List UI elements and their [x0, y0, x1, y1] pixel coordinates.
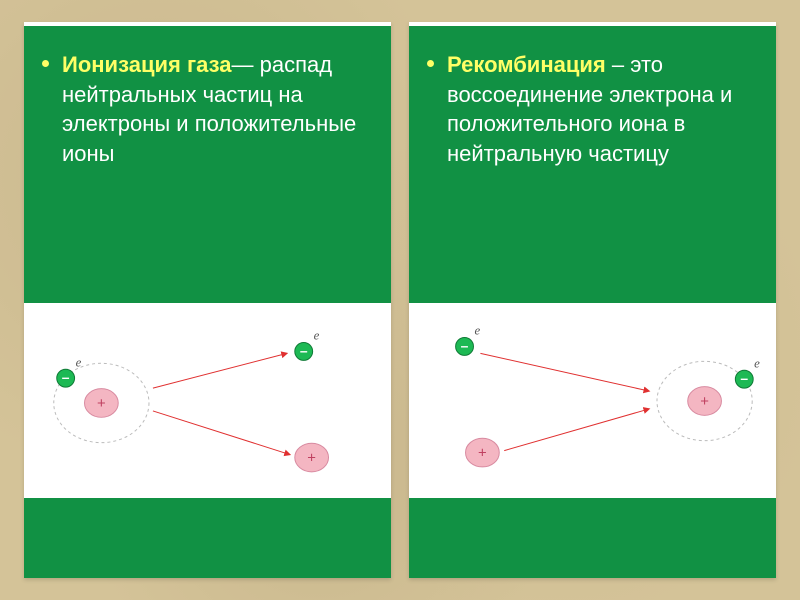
ionization-panel: Ионизация газа— распад нейтральных части…	[24, 22, 391, 578]
recombination-term: Рекомбинация	[447, 52, 606, 77]
svg-text:–: –	[740, 370, 748, 386]
svg-text:e: e	[754, 356, 760, 370]
bullet-icon	[42, 60, 49, 67]
svg-text:+: +	[307, 450, 316, 466]
svg-text:–: –	[461, 337, 469, 353]
recombination-panel: Рекомбинация – это воссоединение электро…	[409, 22, 776, 578]
svg-text:+: +	[478, 446, 487, 462]
ionization-text: Ионизация газа— распад нейтральных части…	[24, 26, 391, 187]
recombination-text: Рекомбинация – это воссоединение электро…	[409, 26, 776, 187]
svg-text:e: e	[314, 328, 320, 342]
ionization-term: Ионизация газа	[62, 52, 232, 77]
svg-text:+: +	[700, 394, 709, 410]
svg-text:+: +	[97, 396, 106, 412]
recombination-diagram-wrap: –e++–e	[409, 303, 776, 498]
recombination-paragraph: Рекомбинация – это воссоединение электро…	[447, 50, 754, 169]
ionization-paragraph: Ионизация газа— распад нейтральных части…	[62, 50, 369, 169]
svg-text:e: e	[474, 324, 480, 338]
svg-text:–: –	[62, 369, 70, 385]
ionization-diagram: +–e–e+	[24, 303, 391, 498]
bullet-icon	[427, 60, 434, 67]
svg-text:e: e	[76, 355, 82, 369]
svg-text:–: –	[300, 342, 308, 358]
ionization-diagram-wrap: +–e–e+	[24, 303, 391, 498]
recombination-diagram: –e++–e	[409, 303, 776, 498]
